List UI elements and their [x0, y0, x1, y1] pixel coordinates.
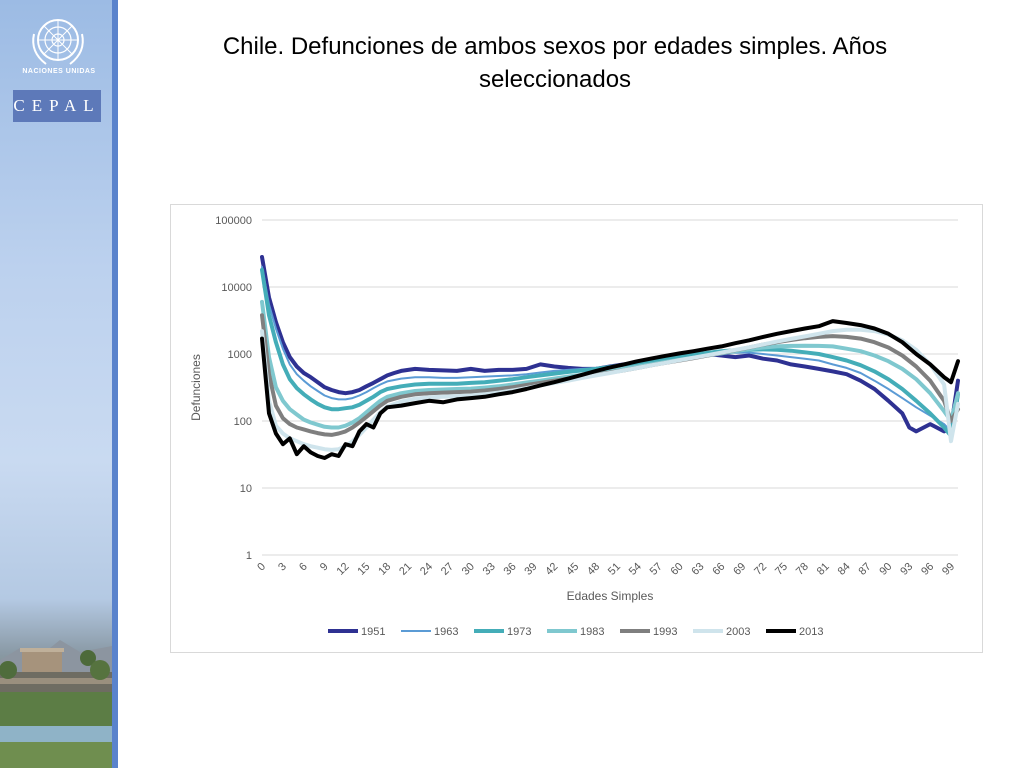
un-label: NACIONES UNIDAS: [22, 68, 96, 75]
x-tick-label: 81: [815, 561, 832, 578]
x-tick-label: 21: [397, 561, 414, 578]
y-tick-label: 1000: [228, 349, 252, 361]
x-tick-label: 63: [689, 561, 706, 578]
x-tick-label: 51: [606, 561, 623, 578]
x-tick-label: 33: [481, 561, 498, 578]
x-tick-label: 72: [752, 561, 769, 578]
x-tick-label: 15: [355, 561, 372, 578]
x-tick-label: 84: [836, 561, 853, 578]
y-tick-label: 100: [234, 416, 252, 428]
x-tick-label: 75: [773, 561, 790, 578]
series-line-1993: [260, 313, 960, 437]
x-tick-label: 87: [856, 561, 873, 578]
x-tick-label: 54: [627, 561, 644, 578]
y-axis-title: Defunciones: [189, 354, 203, 421]
legend-label-2003: 2003: [726, 626, 750, 638]
y-tick-label: 1: [246, 550, 252, 562]
legend-label-1951: 1951: [361, 626, 385, 638]
series-line-1973: [260, 267, 960, 438]
x-tick-label: 69: [731, 561, 748, 578]
cepal-logo: CEPAL: [13, 90, 101, 122]
un-emblem-icon: [32, 19, 84, 65]
x-tick-label: 9: [318, 561, 331, 574]
legend-label-1983: 1983: [580, 626, 604, 638]
x-tick-label: 18: [376, 561, 393, 578]
y-tick-label: 10000: [221, 282, 252, 294]
x-tick-label: 96: [919, 561, 936, 578]
x-tick-label: 36: [502, 561, 519, 578]
series-line-2003: [260, 327, 960, 452]
x-tick-label: 27: [439, 561, 456, 578]
y-tick-label: 100000: [215, 215, 252, 227]
legend-label-1963: 1963: [434, 626, 458, 638]
slide-title: Chile. Defunciones de ambos sexos por ed…: [222, 33, 888, 93]
legend-label-1993: 1993: [653, 626, 677, 638]
x-tick-label: 0: [255, 561, 268, 574]
series-line-2013: [260, 319, 960, 460]
x-tick-label: 3: [276, 561, 289, 574]
series-line-1951: [260, 255, 960, 434]
series-line-1963: [261, 265, 959, 433]
sidebar: NACIONES UNIDAS CEPAL: [0, 0, 112, 768]
y-tick-label: 10: [240, 483, 252, 495]
x-tick-label: 78: [794, 561, 811, 578]
x-tick-label: 57: [648, 561, 665, 578]
series-line-1983: [260, 299, 960, 430]
legend-label-2013: 2013: [799, 626, 823, 638]
x-axis-title: Edades Simples: [567, 589, 654, 603]
x-tick-label: 93: [898, 561, 915, 578]
x-tick-label: 24: [418, 561, 435, 578]
legend-label-1973: 1973: [507, 626, 531, 638]
x-tick-label: 48: [585, 561, 602, 578]
x-tick-label: 45: [564, 561, 581, 578]
x-tick-label: 30: [460, 561, 477, 578]
x-tick-label: 66: [710, 561, 727, 578]
x-tick-label: 42: [543, 561, 560, 578]
x-tick-label: 99: [940, 561, 957, 578]
x-tick-label: 90: [877, 561, 894, 578]
campus-photo: [0, 640, 112, 768]
x-tick-label: 60: [669, 561, 686, 578]
x-tick-label: 12: [334, 561, 351, 578]
x-tick-label: 6: [297, 561, 310, 574]
x-tick-label: 39: [522, 561, 539, 578]
sidebar-accent-stripe: [112, 0, 118, 768]
